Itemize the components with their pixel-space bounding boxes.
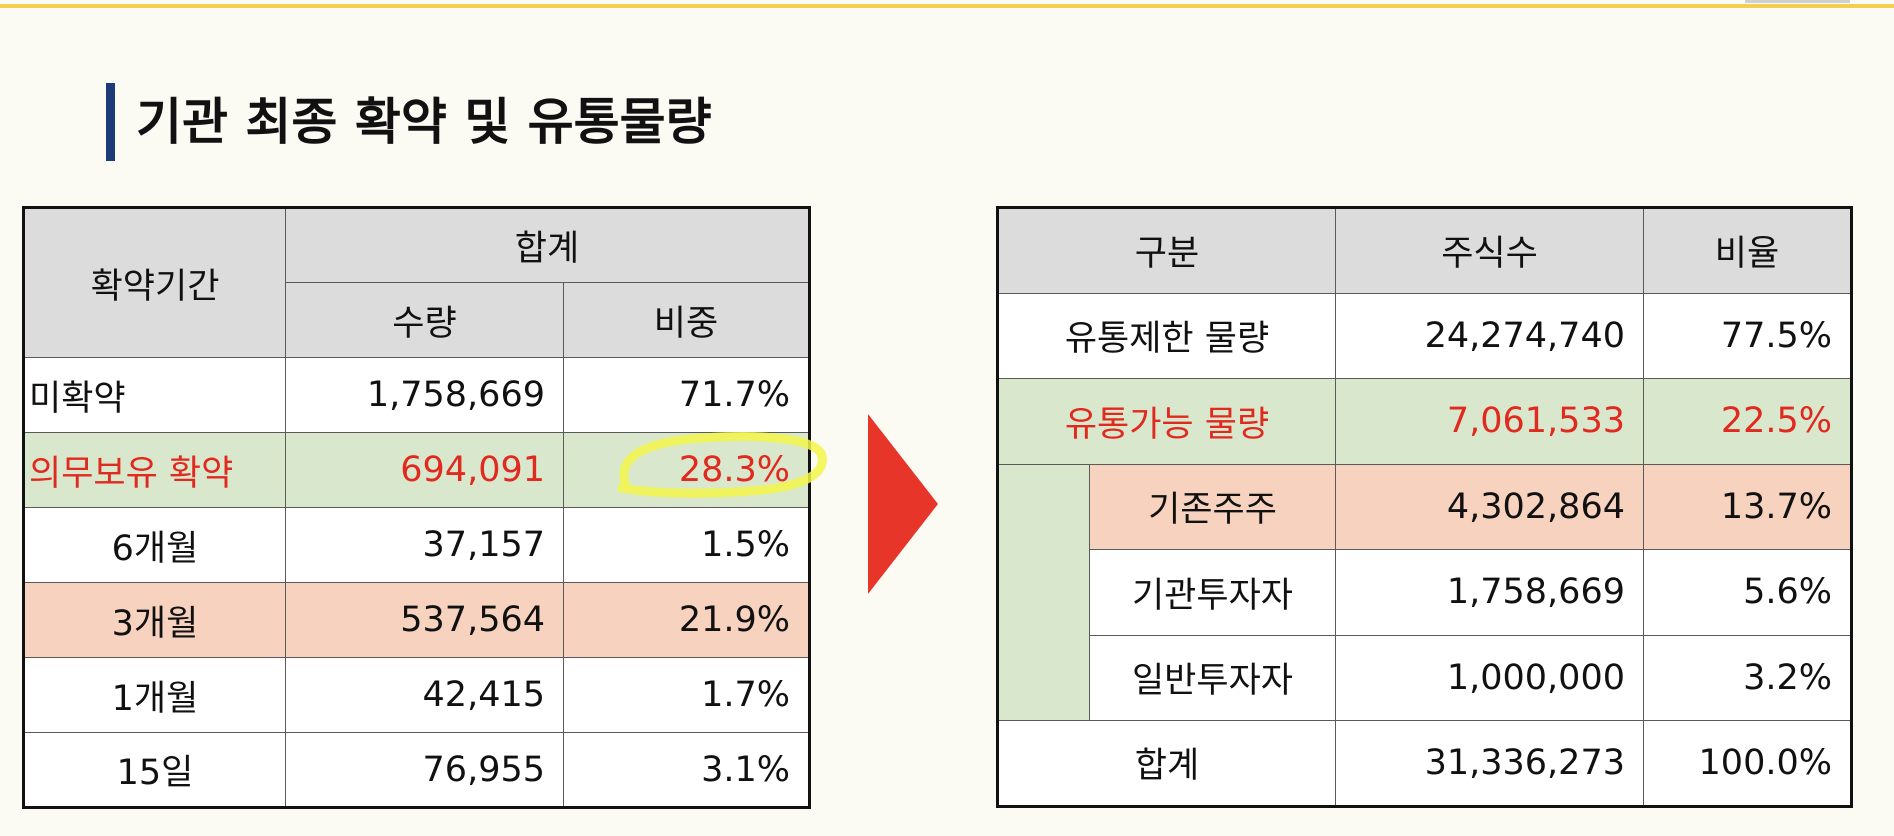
- header-category: 구분: [997, 207, 1336, 294]
- row-ratio: 5.6%: [1643, 549, 1852, 636]
- row-qty: 694,091: [285, 432, 564, 508]
- row-label: 6개월: [23, 507, 286, 583]
- header-share: 비중: [563, 282, 810, 358]
- row-share: 1.5%: [563, 507, 810, 583]
- top-corner-tab: [1745, 0, 1850, 3]
- row-qty: 42,415: [285, 657, 564, 733]
- indent-spacer: [997, 464, 1090, 721]
- header-ratio: 비율: [1643, 207, 1852, 294]
- header-total: 합계: [285, 207, 810, 283]
- row-share: 71.7%: [563, 357, 810, 433]
- top-accent-line: [0, 4, 1894, 8]
- row-label: 의무보유 확약: [23, 432, 286, 508]
- title-accent-bar: [106, 83, 115, 161]
- table-row: 기관투자자 1,758,669 5.6%: [997, 549, 1852, 636]
- row-share: 21.9%: [563, 582, 810, 658]
- page-title: 기관 최종 확약 및 유통물량: [136, 93, 712, 151]
- row-shares: 7,061,533: [1335, 378, 1644, 465]
- table-row: 6개월 37,157 1.5%: [23, 507, 810, 583]
- row-label: 기관투자자: [1089, 549, 1336, 636]
- table-row: 기존주주 4,302,864 13.7%: [997, 463, 1852, 721]
- table-row: 15일 76,955 3.1%: [23, 732, 810, 808]
- table-row: 미확약 1,758,669 71.7%: [23, 357, 810, 433]
- row-qty: 1,758,669: [285, 357, 564, 433]
- table-row: 유통가능 물량 7,061,533 22.5%: [997, 378, 1852, 465]
- header-shares: 주식수: [1335, 207, 1644, 294]
- header-period: 확약기간: [23, 207, 286, 358]
- row-shares: 24,274,740: [1335, 292, 1644, 379]
- row-ratio: 3.2%: [1643, 634, 1852, 721]
- row-label: 15일: [23, 732, 286, 808]
- float-volume-table: 구분 주식수 비율 유통제한 물량 24,274,740 77.5% 유통가능 …: [996, 206, 1853, 808]
- table-row: 1개월 42,415 1.7%: [23, 657, 810, 733]
- row-label: 일반투자자: [1089, 634, 1336, 721]
- row-qty: 37,157: [285, 507, 564, 583]
- table-row: 3개월 537,564 21.9%: [23, 582, 810, 658]
- row-label: 유통가능 물량: [997, 378, 1336, 465]
- row-label: 유통제한 물량: [997, 292, 1336, 379]
- row-label: 합계: [997, 720, 1336, 807]
- table-row: 합계 31,336,273 100.0%: [997, 720, 1852, 807]
- row-qty: 76,955: [285, 732, 564, 808]
- row-label: 기존주주: [1089, 463, 1336, 550]
- right-arrow-icon: [868, 414, 938, 594]
- row-shares: 1,000,000: [1335, 634, 1644, 721]
- lockup-period-table: 확약기간 합계 수량 비중 미확약 1,758,669 71.7% 의무보유 확…: [22, 206, 811, 809]
- row-ratio: 77.5%: [1643, 292, 1852, 379]
- row-shares: 31,336,273: [1335, 720, 1644, 807]
- row-ratio: 100.0%: [1643, 720, 1852, 807]
- row-label: 1개월: [23, 657, 286, 733]
- row-share: 3.1%: [563, 732, 810, 808]
- row-label: 3개월: [23, 582, 286, 658]
- row-qty: 537,564: [285, 582, 564, 658]
- row-shares: 4,302,864: [1335, 463, 1644, 550]
- header-qty: 수량: [285, 282, 564, 358]
- row-shares: 1,758,669: [1335, 549, 1644, 636]
- table-row: 일반투자자 1,000,000 3.2%: [997, 634, 1852, 721]
- table-row: 유통제한 물량 24,274,740 77.5%: [997, 292, 1852, 379]
- row-ratio: 13.7%: [1643, 463, 1852, 550]
- table-row: 의무보유 확약 694,091 28.3%: [23, 432, 810, 508]
- row-label: 미확약: [23, 357, 286, 433]
- row-share: 28.3%: [563, 432, 810, 508]
- row-ratio: 22.5%: [1643, 378, 1852, 465]
- row-share: 1.7%: [563, 657, 810, 733]
